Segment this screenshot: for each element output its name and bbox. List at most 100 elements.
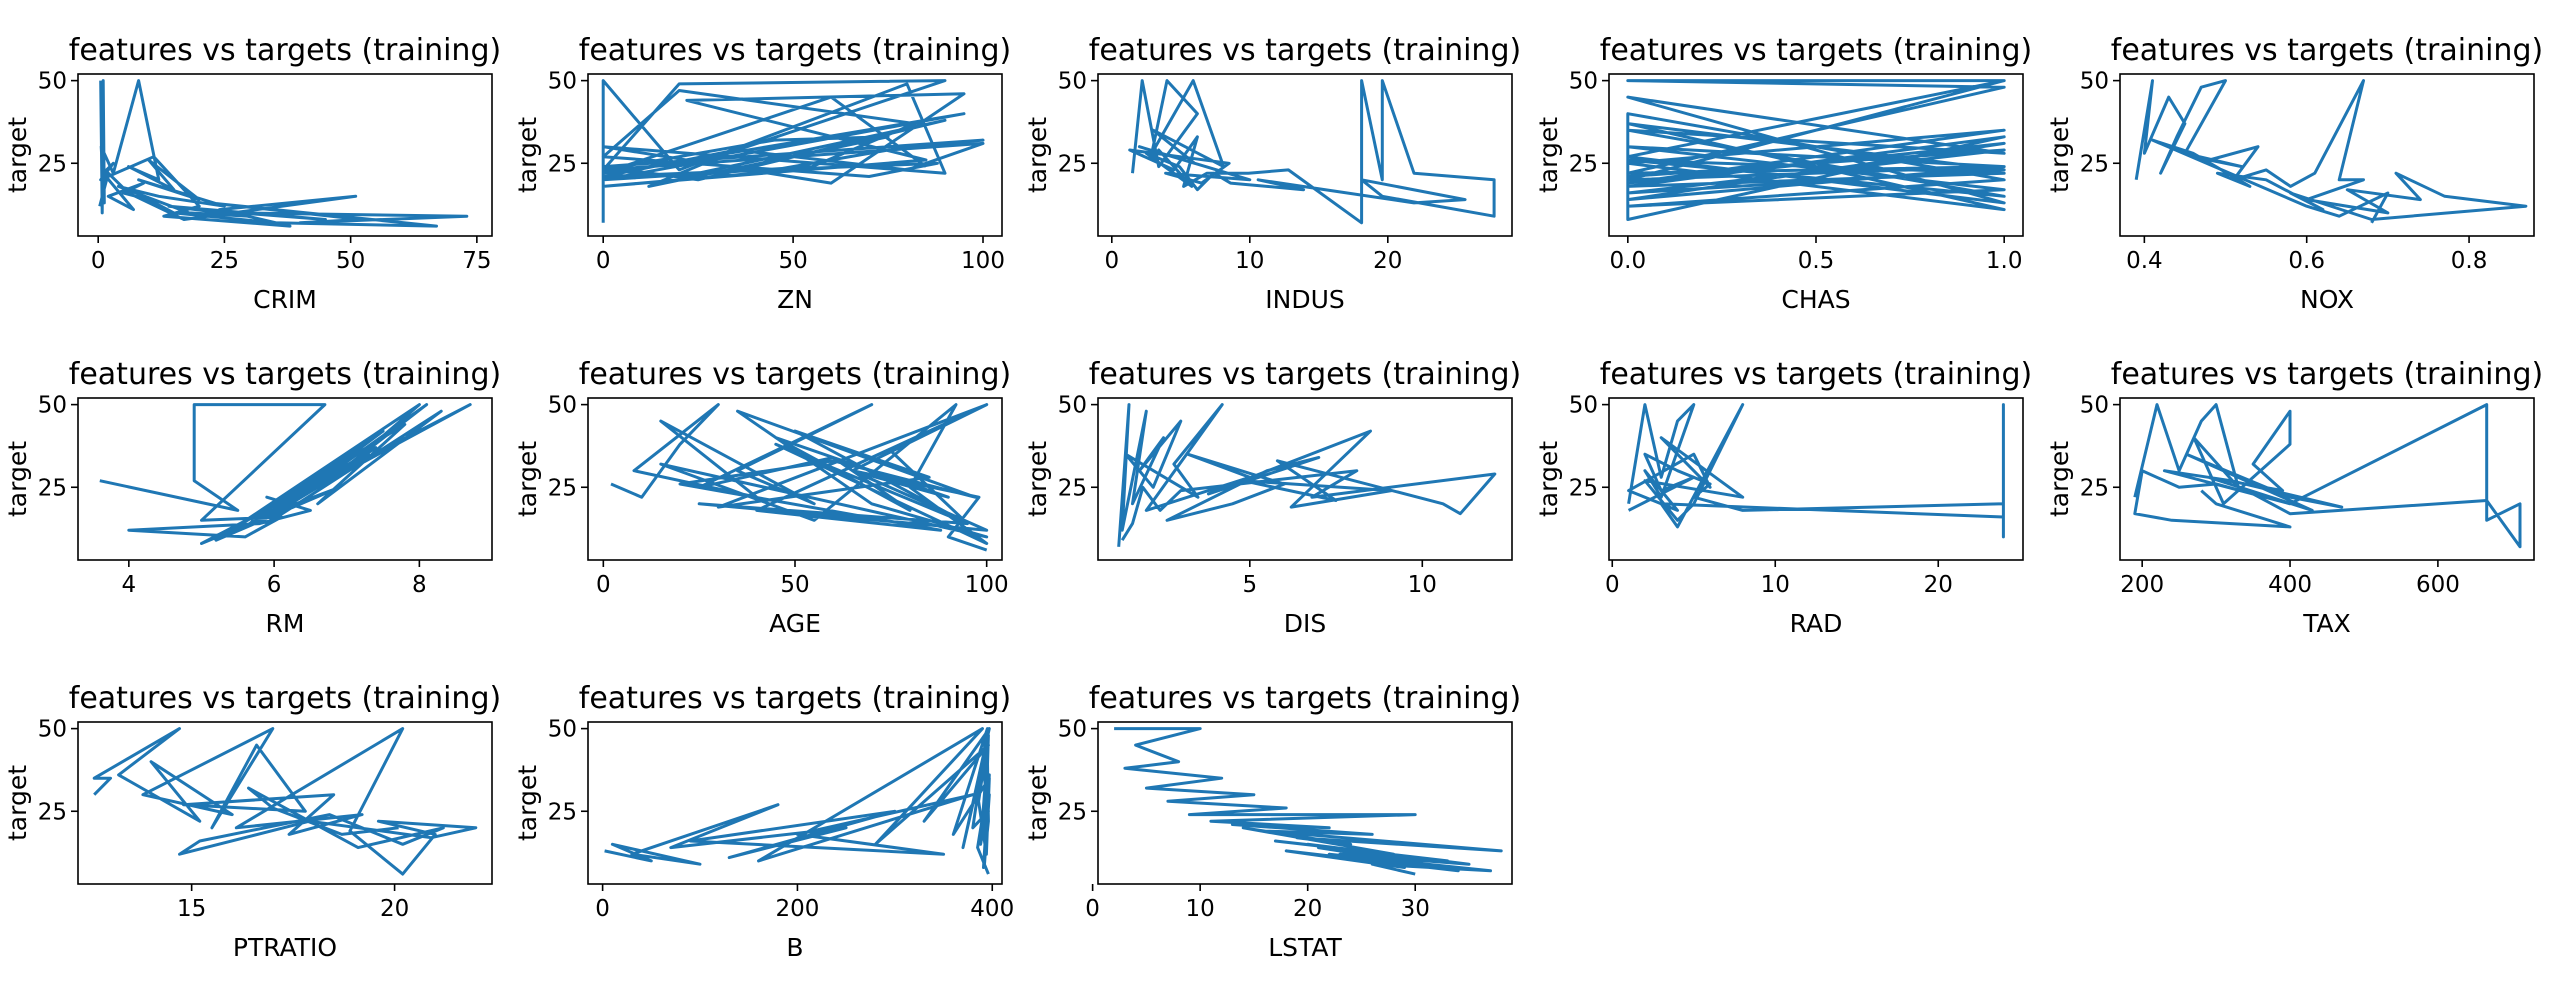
y-tick-label: 50 bbox=[38, 69, 67, 95]
y-tick-label: 25 bbox=[1058, 799, 1087, 825]
y-axis-label: target bbox=[1534, 117, 1563, 193]
subplot-zn: features vs targets (training) 0 50 100 25 50… bbox=[513, 33, 1011, 314]
series-line bbox=[2134, 79, 2528, 224]
x-tick-label: 50 bbox=[336, 248, 365, 274]
subplot-b: features vs targets (training) 0 200 400 25 5… bbox=[513, 681, 1014, 962]
x-axis-label: LSTAT bbox=[1268, 933, 1342, 962]
y-tick-label: 25 bbox=[548, 799, 577, 825]
subplot-title: features vs targets (training) bbox=[579, 357, 1011, 392]
y-axis-label: target bbox=[513, 117, 542, 193]
axes-frame bbox=[77, 721, 493, 885]
x-axis-label: INDUS bbox=[1265, 285, 1345, 314]
x-tick-label: 10 bbox=[1761, 572, 1790, 598]
subplot-title: features vs targets (training) bbox=[579, 681, 1011, 716]
axes-frame bbox=[77, 397, 493, 561]
y-tick-label: 50 bbox=[1569, 69, 1598, 95]
series-line bbox=[604, 727, 991, 875]
x-tick-label: 0.4 bbox=[2126, 248, 2163, 274]
subplot-title: features vs targets (training) bbox=[1089, 681, 1521, 716]
y-tick-label: 25 bbox=[2080, 475, 2109, 501]
y-tick-label: 25 bbox=[1569, 475, 1598, 501]
x-tick-label: 10 bbox=[1235, 248, 1264, 274]
y-axis-label: target bbox=[1023, 441, 1052, 517]
x-tick-label: 0 bbox=[596, 572, 611, 598]
y-tick-label: 25 bbox=[1058, 475, 1087, 501]
subplot-title: features vs targets (training) bbox=[1089, 357, 1521, 392]
x-tick-label: 100 bbox=[961, 248, 1005, 274]
x-tick-label: 400 bbox=[2268, 572, 2312, 598]
y-tick-label: 25 bbox=[2080, 151, 2109, 177]
x-tick-label: 10 bbox=[1186, 896, 1215, 922]
x-tick-label: 25 bbox=[210, 248, 239, 274]
subplot-rad: features vs targets (training) 0 10 20 25 50 R… bbox=[1534, 357, 2032, 638]
x-axis-label: NOX bbox=[2300, 285, 2354, 314]
subplot-chas: features vs targets (training) 0.0 0.5 1.0 2… bbox=[1534, 33, 2032, 314]
axes-frame bbox=[1608, 397, 2024, 561]
x-axis-label: RM bbox=[266, 609, 305, 638]
x-axis-label: DIS bbox=[1284, 609, 1327, 638]
y-tick-label: 25 bbox=[38, 475, 67, 501]
subplot-title: features vs targets (training) bbox=[1600, 33, 2032, 68]
x-tick-label: 100 bbox=[965, 572, 1009, 598]
subplot-grid: features vs targets (training)0 25 50 75255… bbox=[3, 33, 2543, 962]
y-axis-label: target bbox=[2045, 441, 2074, 517]
subplot-indus: features vs targets (training) 0 10 20 25 50 I… bbox=[1023, 33, 1521, 314]
subplot-title: features vs targets (training) bbox=[1089, 33, 1521, 68]
subplot-title: features vs targets (training) bbox=[2111, 33, 2543, 68]
axes-frame bbox=[1097, 721, 1513, 885]
x-tick-label: 600 bbox=[2416, 572, 2460, 598]
subplot-title: features vs targets (training) bbox=[1600, 357, 2032, 392]
y-tick-label: 50 bbox=[1569, 393, 1598, 419]
axes-frame bbox=[2119, 397, 2535, 561]
x-tick-label: 50 bbox=[780, 572, 809, 598]
subplot-ptratio: features vs targets (training) 15 20 25 50 PT… bbox=[3, 681, 501, 962]
y-tick-label: 25 bbox=[38, 799, 67, 825]
x-axis-label: ZN bbox=[777, 285, 813, 314]
x-tick-label: 5 bbox=[1242, 572, 1257, 598]
y-axis-label: target bbox=[2045, 117, 2074, 193]
subplot-rm: features vs targets (training) 4 6 8 25 50 RM t… bbox=[3, 357, 501, 638]
subplot-crim: features vs targets (training) 0 25 50 75 25 5… bbox=[3, 33, 501, 314]
y-axis-label: target bbox=[513, 765, 542, 841]
series-line bbox=[2133, 403, 2522, 549]
y-tick-label: 25 bbox=[1058, 151, 1087, 177]
x-tick-label: 75 bbox=[462, 248, 491, 274]
subplot-nox: features vs targets (training) 0.4 0.6 0.8 2… bbox=[2045, 33, 2543, 314]
y-tick-label: 25 bbox=[1569, 151, 1598, 177]
x-tick-label: 400 bbox=[970, 896, 1014, 922]
x-tick-label: 6 bbox=[267, 572, 282, 598]
x-tick-label: 50 bbox=[778, 248, 807, 274]
y-tick-label: 50 bbox=[38, 717, 67, 743]
subplot-title: features vs targets (training) bbox=[2111, 357, 2543, 392]
x-tick-label: 0 bbox=[91, 248, 106, 274]
y-axis-label: target bbox=[3, 765, 32, 841]
x-axis-label: B bbox=[786, 933, 803, 962]
x-tick-label: 20 bbox=[1293, 896, 1322, 922]
y-axis-label: target bbox=[513, 441, 542, 517]
subplot-dis: features vs targets (training) 5 10 25 50 DIS… bbox=[1023, 357, 1521, 638]
x-tick-label: 30 bbox=[1401, 896, 1430, 922]
y-tick-label: 50 bbox=[1058, 69, 1087, 95]
subplot-lstat: features vs targets (training) 0 10 20 30 25 5… bbox=[1023, 681, 1521, 962]
axes-frame bbox=[2119, 73, 2535, 237]
x-tick-label: 0 bbox=[596, 248, 611, 274]
y-axis-label: target bbox=[1023, 117, 1052, 193]
y-axis-label: target bbox=[1534, 441, 1563, 517]
y-axis-label: target bbox=[3, 441, 32, 517]
subplot-title: features vs targets (training) bbox=[69, 681, 501, 716]
x-tick-label: 200 bbox=[775, 896, 819, 922]
axes-frame bbox=[77, 73, 493, 237]
series-line bbox=[1128, 79, 1496, 225]
x-tick-label: 20 bbox=[1373, 248, 1402, 274]
x-tick-label: 10 bbox=[1408, 572, 1437, 598]
axes-frame bbox=[1097, 397, 1513, 561]
x-tick-label: 4 bbox=[122, 572, 137, 598]
x-tick-label: 20 bbox=[380, 896, 409, 922]
series-line bbox=[99, 403, 472, 545]
series-line bbox=[601, 79, 985, 223]
series-line bbox=[92, 727, 478, 876]
x-axis-label: AGE bbox=[769, 609, 821, 638]
subplot-title: features vs targets (training) bbox=[579, 33, 1011, 68]
series-line bbox=[610, 403, 989, 552]
